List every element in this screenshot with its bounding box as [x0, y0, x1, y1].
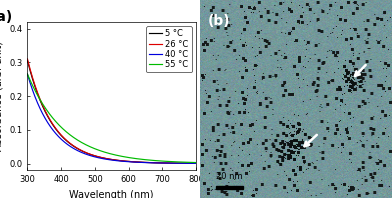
- Text: 20 nm: 20 nm: [216, 172, 243, 181]
- Line: 26 °C: 26 °C: [27, 59, 196, 163]
- 55 °C: [124, 156, 129, 158]
- 26 °C: [138, 161, 142, 163]
- 55 °C: [69, 134, 73, 137]
- Y-axis label: Absorbance (arb. unit): Absorbance (arb. unit): [0, 41, 4, 151]
- Text: (b): (b): [208, 14, 230, 28]
- Line: 40 °C: 40 °C: [27, 74, 196, 163]
- 26 °C: [102, 157, 106, 159]
- 5 °C: [124, 160, 129, 163]
- 26 °C: [69, 143, 73, 145]
- 5 °C: [138, 161, 142, 163]
- 40 °C: [25, 73, 30, 75]
- 40 °C: [55, 134, 60, 136]
- 55 °C: [194, 161, 198, 164]
- 40 °C: [138, 161, 142, 164]
- 55 °C: [152, 159, 157, 162]
- Line: 55 °C: 55 °C: [27, 74, 196, 163]
- Text: (a): (a): [0, 10, 13, 24]
- 5 °C: [102, 157, 106, 159]
- 40 °C: [124, 160, 129, 163]
- Line: 5 °C: 5 °C: [27, 61, 196, 163]
- 26 °C: [152, 162, 157, 164]
- Bar: [216, 186, 243, 189]
- 26 °C: [124, 160, 129, 162]
- 5 °C: [55, 130, 60, 132]
- 5 °C: [152, 162, 157, 164]
- 26 °C: [25, 58, 30, 60]
- 55 °C: [25, 73, 30, 75]
- 55 °C: [138, 158, 142, 160]
- 5 °C: [194, 162, 198, 165]
- 55 °C: [102, 151, 106, 153]
- 40 °C: [152, 162, 157, 164]
- X-axis label: Wavelength (nm): Wavelength (nm): [69, 190, 154, 198]
- 5 °C: [25, 59, 30, 62]
- 26 °C: [55, 129, 60, 132]
- 40 °C: [69, 146, 73, 148]
- 5 °C: [69, 143, 73, 145]
- 40 °C: [102, 158, 106, 160]
- 26 °C: [194, 162, 198, 165]
- Legend: 5 °C, 26 °C, 40 °C, 55 °C: 5 °C, 26 °C, 40 °C, 55 °C: [146, 26, 192, 72]
- 55 °C: [55, 122, 60, 124]
- 40 °C: [194, 162, 198, 165]
